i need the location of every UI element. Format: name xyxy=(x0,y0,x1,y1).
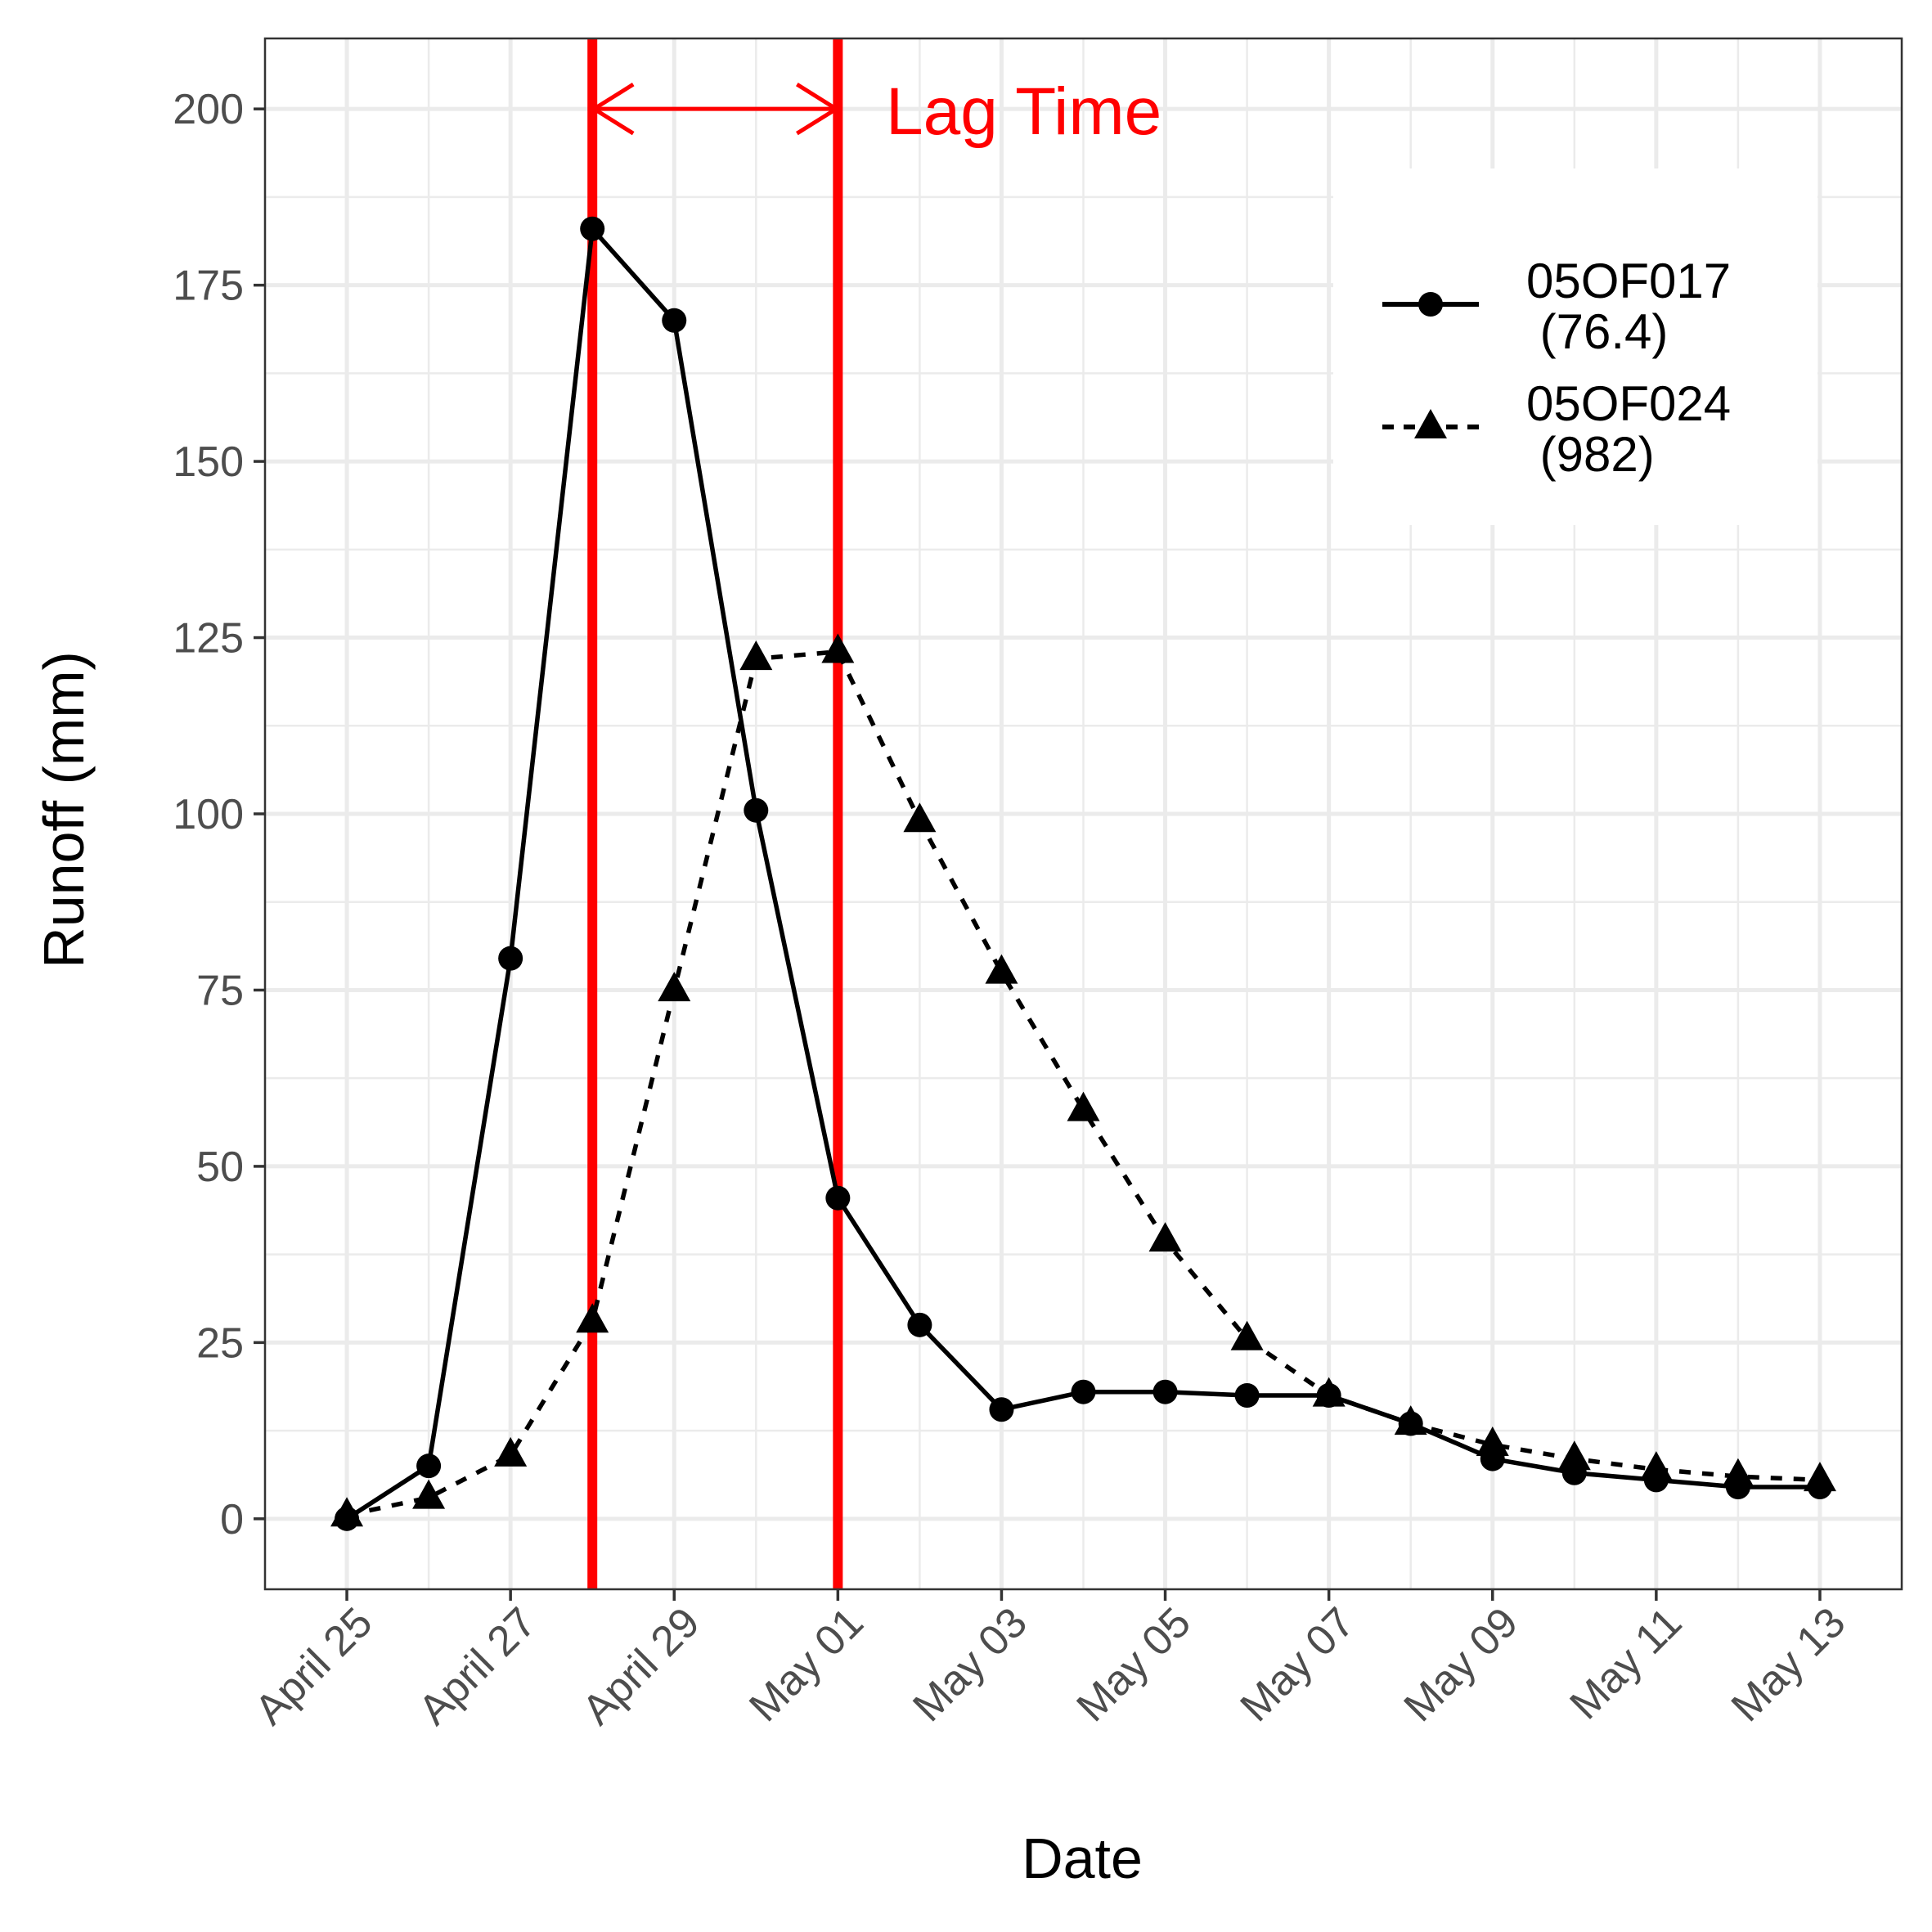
y-tick-label: 150 xyxy=(173,438,244,486)
data-point xyxy=(494,1436,528,1467)
y-tick-label: 200 xyxy=(173,86,244,133)
legend: 05OF017 (76.4) 05OF024 (982) xyxy=(1333,168,1817,525)
data-point xyxy=(658,972,691,1002)
series-layer xyxy=(330,216,1836,1531)
data-point xyxy=(1721,1458,1755,1488)
data-point xyxy=(1476,1427,1509,1457)
data-point xyxy=(1312,1377,1346,1407)
data-point xyxy=(739,640,773,671)
data-point xyxy=(1071,1379,1096,1404)
legend-label-line: (76.4) xyxy=(1526,304,1668,359)
data-point xyxy=(412,1479,446,1509)
y-tick-label: 100 xyxy=(173,791,244,838)
legend-key-marker xyxy=(1418,292,1443,317)
data-point xyxy=(1394,1405,1427,1436)
x-axis-title: Date xyxy=(1022,1826,1143,1890)
data-point xyxy=(1152,1379,1178,1404)
lag-time-arrow xyxy=(590,83,841,136)
data-point xyxy=(1639,1451,1673,1481)
y-axis: 0 25 50 75 100 125 150 175 200 xyxy=(173,86,265,1543)
data-point xyxy=(1230,1320,1264,1350)
data-point xyxy=(907,1312,932,1337)
data-point xyxy=(416,1453,442,1479)
y-tick-label: 25 xyxy=(196,1319,244,1367)
y-tick-label: 175 xyxy=(173,263,244,310)
y-axis-title: Runoff (mm) xyxy=(32,651,96,968)
data-point xyxy=(498,946,523,971)
data-point xyxy=(744,798,769,823)
data-point xyxy=(1803,1462,1836,1492)
y-tick-label: 50 xyxy=(196,1143,244,1191)
y-tick-label: 125 xyxy=(173,615,244,663)
legend-key-marker xyxy=(1414,409,1447,438)
data-point xyxy=(1557,1440,1591,1471)
lag-arrow-head-left xyxy=(590,83,635,136)
data-point xyxy=(662,308,687,333)
data-point xyxy=(576,1303,609,1333)
legend-label: 05OF024 (982) xyxy=(1526,376,1731,482)
lag-arrow-head-right xyxy=(796,83,841,136)
data-point xyxy=(903,802,937,833)
y-tick-label: 75 xyxy=(196,967,244,1014)
lag-time-label: Lag Time xyxy=(886,74,1161,149)
y-tick-label: 0 xyxy=(220,1496,244,1543)
legend-label-line: (982) xyxy=(1526,427,1655,482)
legend-label: 05OF017 (76.4) xyxy=(1526,254,1731,359)
legend-box xyxy=(1333,168,1817,525)
data-point xyxy=(1148,1222,1182,1252)
data-point xyxy=(1234,1383,1260,1408)
legend-label-line: 05OF024 xyxy=(1526,376,1731,431)
data-point xyxy=(985,954,1018,984)
data-point xyxy=(580,216,605,241)
data-point xyxy=(821,633,855,663)
data-point xyxy=(330,1497,364,1527)
data-point xyxy=(989,1397,1014,1422)
data-point xyxy=(825,1185,851,1211)
data-point xyxy=(1067,1091,1100,1121)
legend-label-line: 05OF017 xyxy=(1526,254,1731,308)
